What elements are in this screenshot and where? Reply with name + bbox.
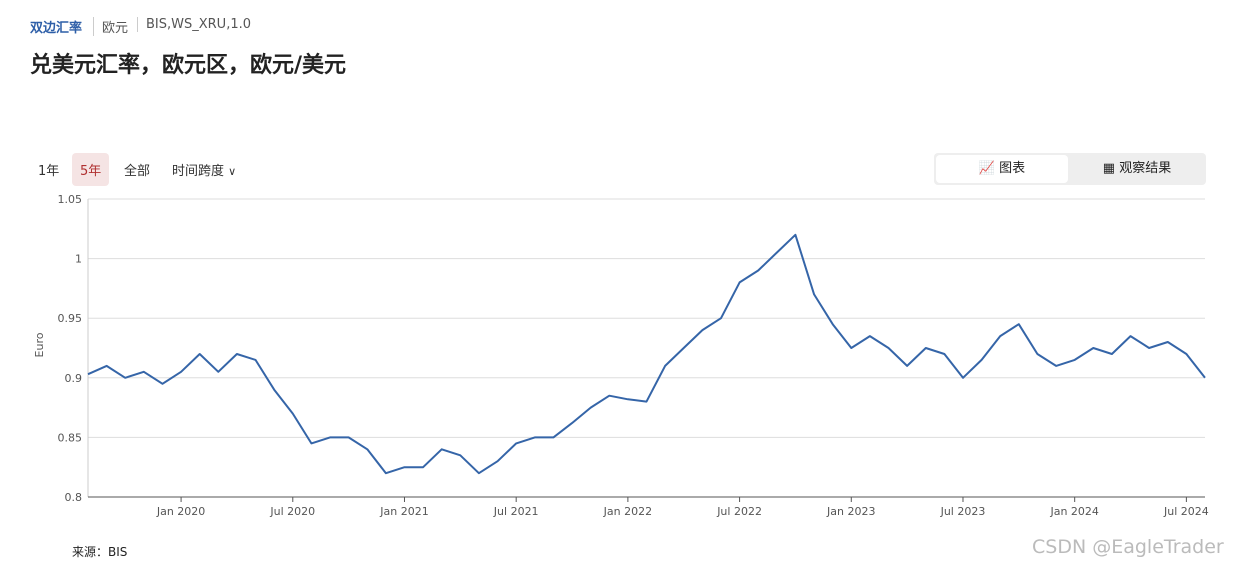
span-dropdown[interactable]: 时间跨度 ∨	[172, 164, 237, 179]
y-axis-label: Euro	[33, 332, 46, 357]
breadcrumb: BIS,WS_XRU,1.0	[137, 17, 251, 32]
source: 来源：BIS	[72, 545, 128, 559]
x-tick-label: Jan 2020	[156, 505, 205, 518]
y-tick-label: 0.85	[58, 431, 83, 444]
tab-label: 观察结果	[1119, 161, 1172, 176]
y-tick-label: 0.8	[65, 491, 83, 504]
y-tick-label: 1.05	[58, 193, 83, 206]
breadcrumb[interactable]: 双边汇率	[30, 21, 83, 36]
range-button[interactable]: 全部	[124, 164, 151, 179]
y-tick-label: 0.9	[65, 372, 83, 385]
x-tick-label: Jan 2022	[603, 505, 652, 518]
x-tick-label: Jan 2021	[379, 505, 428, 518]
tab[interactable]: ▦ 观察结果	[1102, 161, 1172, 176]
x-tick-label: Jul 2023	[940, 505, 986, 518]
range-button[interactable]: 1年	[38, 164, 60, 179]
tab-label: 图表	[999, 161, 1026, 176]
range-button[interactable]: 5年	[72, 153, 110, 186]
y-tick-label: 0.95	[58, 312, 83, 325]
x-tick-label: Jul 2021	[493, 505, 539, 518]
breadcrumb[interactable]: 欧元	[93, 17, 128, 36]
y-tick-label: 1	[75, 253, 82, 266]
x-tick-label: Jan 2024	[1049, 505, 1098, 518]
page-title: 兑美元汇率，欧元区，欧元/美元	[30, 53, 347, 78]
tab[interactable]: 📈 图表	[936, 155, 1068, 183]
x-tick-label: Jan 2023	[826, 505, 875, 518]
x-tick-label: Jul 2024	[1163, 505, 1209, 518]
span-label: 时间跨度	[172, 164, 225, 179]
view-tabs: 📈 图表 ▦ 观察结果	[934, 153, 1206, 185]
x-tick-label: Jul 2020	[269, 505, 315, 518]
x-tick-label: Jul 2022	[716, 505, 762, 518]
series-line	[87, 233, 1206, 475]
watermark: CSDN @EagleTrader	[1032, 536, 1224, 558]
